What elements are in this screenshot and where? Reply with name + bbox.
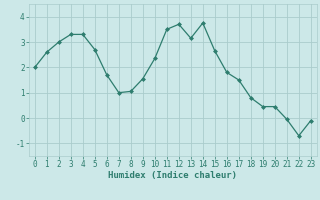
X-axis label: Humidex (Indice chaleur): Humidex (Indice chaleur)	[108, 171, 237, 180]
